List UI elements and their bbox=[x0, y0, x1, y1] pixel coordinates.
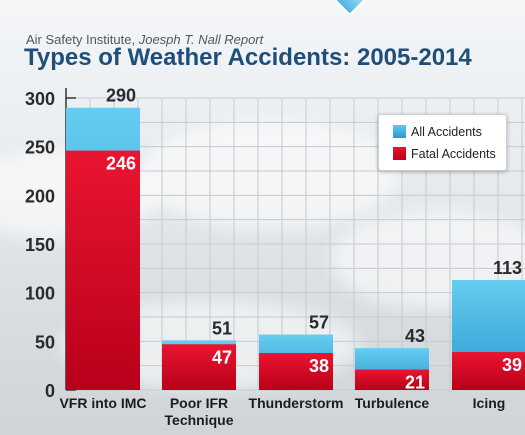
y-tick-label: 100 bbox=[25, 284, 55, 304]
legend-item-fatal: Fatal Accidents bbox=[393, 147, 496, 161]
y-tick-label: 150 bbox=[25, 235, 55, 255]
x-category-label: Turbulence bbox=[355, 395, 430, 411]
bar-fatal-accidents bbox=[259, 353, 333, 390]
bar-fatal-accidents bbox=[66, 150, 140, 390]
legend-item-all: All Accidents bbox=[393, 125, 482, 139]
legend-swatch-fatal bbox=[393, 147, 406, 160]
source-credit: Air Safety Institute, Joesph T. Nall Rep… bbox=[26, 32, 263, 47]
y-tick-label: 250 bbox=[25, 138, 55, 158]
y-tick-label: 300 bbox=[25, 89, 55, 109]
x-category-label: Thunderstorm bbox=[249, 395, 344, 411]
x-category-label: Poor IFR bbox=[170, 395, 228, 411]
bar-fatal-accidents bbox=[355, 369, 429, 390]
legend-label-all: All Accidents bbox=[411, 125, 482, 139]
bar-fatal-accidents bbox=[452, 352, 525, 390]
x-category-label: VFR into IMC bbox=[59, 395, 146, 411]
bar-layer bbox=[66, 107, 525, 390]
source-italic: Joesph T. Nall Report bbox=[138, 32, 264, 47]
data-label-all: 113 bbox=[493, 258, 522, 278]
label-layer: 0 50 100 150 200 250 300 290 246 VFR into IMC 51 47… bbox=[25, 86, 522, 428]
x-category-label: Icing bbox=[473, 395, 506, 411]
data-label-all: 51 bbox=[212, 318, 232, 338]
y-tick-label: 0 bbox=[45, 381, 55, 401]
source-plain: Air Safety Institute, bbox=[26, 32, 139, 47]
legend-label-fatal: Fatal Accidents bbox=[411, 147, 496, 161]
data-label-all: 43 bbox=[405, 326, 425, 346]
legend-swatch-all bbox=[393, 125, 406, 138]
data-label-fatal: 39 bbox=[502, 355, 522, 375]
data-label-all: 290 bbox=[106, 86, 136, 106]
x-category-label: Technique bbox=[165, 412, 234, 428]
chart-title: Types of Weather Accidents: 2005-2014 bbox=[24, 44, 472, 71]
data-label-all: 57 bbox=[309, 313, 329, 333]
grid-layer bbox=[66, 97, 525, 391]
chart-legend: All Accidents Fatal Accidents bbox=[378, 114, 507, 171]
bar-fatal-accidents bbox=[162, 344, 236, 390]
y-tick-label: 50 bbox=[35, 332, 55, 352]
data-label-fatal: 38 bbox=[309, 356, 329, 376]
data-label-fatal: 246 bbox=[106, 154, 136, 174]
data-label-fatal: 21 bbox=[405, 373, 425, 393]
data-label-fatal: 47 bbox=[212, 347, 232, 367]
y-tick-label: 200 bbox=[25, 186, 55, 206]
